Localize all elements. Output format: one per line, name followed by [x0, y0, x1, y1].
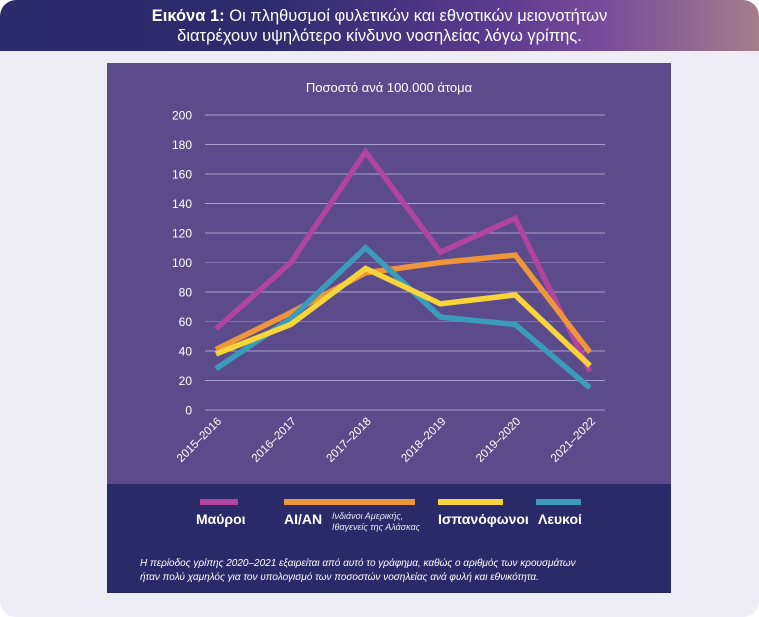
y-tick-label: 200 [172, 109, 192, 123]
header-line-1: Εικόνα 1: Οι πληθυσμοί φυλετικών και εθν… [0, 6, 759, 26]
y-axis-ticks: 0 20 40 60 80 100 120 140 160 180 200 [172, 109, 192, 418]
legend-swatch [284, 499, 415, 505]
legend-label: Μαύροι [196, 511, 246, 527]
title-line-1: Οι πληθυσμοί φυλετικών και εθνοτικών μει… [229, 7, 608, 25]
footnote: Η περίοδος γρίπης 2020–2021 εξαιρείται α… [140, 557, 660, 585]
title-line-2: διατρέχουν υψηλότερο κίνδυνο νοσηλείας λ… [177, 27, 582, 45]
figure-header: Εικόνα 1: Οι πληθυσμοί φυλετικών και εθν… [0, 0, 759, 51]
chart-title: Ποσοστό ανά 100.000 άτομα [306, 80, 473, 95]
footnote-line-1: Η περίοδος γρίπης 2020–2021 εξαιρείται α… [140, 558, 576, 569]
legend-label: Ισπανόφωνοι [438, 511, 529, 527]
legend-note: Ινδιάνοι Αμερικής, Ιθαγενείς της Αλάσκας [332, 511, 420, 532]
legend-swatch [200, 499, 238, 505]
x-tick-label: 2019–2020 [474, 416, 523, 465]
x-tick-label: 2015–2016 [175, 416, 224, 465]
x-tick-label: 2018–2019 [399, 416, 448, 465]
x-tick-label: 2017–2018 [325, 416, 374, 465]
y-tick-label: 60 [179, 315, 193, 329]
legend-label: Λευκοί [538, 511, 582, 527]
y-tick-label: 80 [179, 286, 193, 300]
footnote-line-2: ήταν πολύ χαμηλός για τον υπολογισμό των… [140, 572, 539, 583]
legend-label: AI/AN [284, 511, 323, 527]
y-tick-label: 0 [185, 404, 192, 418]
gridlines [205, 114, 605, 411]
series-line-black [214, 147, 593, 373]
x-axis-ticks: 2015–2016 2016–2017 2017–2018 2018–2019 2019… [175, 416, 598, 465]
series-line-aian [214, 252, 593, 355]
y-tick-label: 100 [172, 256, 192, 270]
legend-swatch [438, 499, 503, 505]
legend-swatch [536, 499, 581, 505]
x-tick-label: 2016–2017 [250, 416, 299, 465]
y-tick-label: 20 [179, 374, 193, 388]
y-tick-label: 40 [179, 345, 193, 359]
x-tick-label: 2021–2022 [549, 416, 598, 465]
y-tick-label: 120 [172, 227, 192, 241]
series-line-hispanic [214, 265, 592, 368]
figure-number: Εικόνα 1: [151, 7, 225, 25]
series-lines [214, 147, 593, 390]
y-tick-label: 140 [172, 197, 192, 211]
y-tick-label: 160 [172, 168, 192, 182]
y-tick-label: 180 [172, 138, 192, 152]
